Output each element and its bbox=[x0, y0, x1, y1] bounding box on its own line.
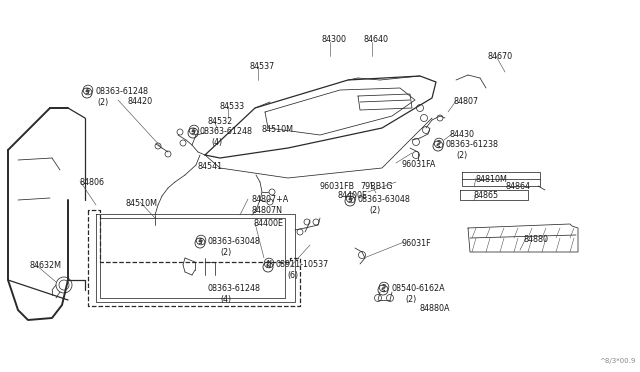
Text: 84810M: 84810M bbox=[475, 175, 507, 184]
Text: (2): (2) bbox=[369, 206, 380, 215]
Text: 84532: 84532 bbox=[208, 117, 233, 126]
Text: S: S bbox=[191, 131, 195, 135]
Text: 08540-6162A: 08540-6162A bbox=[392, 284, 445, 293]
Text: (2): (2) bbox=[405, 295, 416, 304]
Text: 84420: 84420 bbox=[127, 97, 152, 106]
Text: (2): (2) bbox=[220, 248, 231, 257]
Text: 08911-10537: 08911-10537 bbox=[276, 260, 329, 269]
Text: 84807+A: 84807+A bbox=[252, 195, 289, 204]
Text: S: S bbox=[84, 90, 90, 96]
Text: 08363-61248: 08363-61248 bbox=[200, 127, 253, 136]
Text: N: N bbox=[266, 264, 271, 269]
Text: 84541: 84541 bbox=[198, 162, 223, 171]
Text: 84640: 84640 bbox=[363, 35, 388, 44]
Text: S: S bbox=[192, 128, 196, 132]
Text: (4): (4) bbox=[211, 138, 222, 147]
Text: 84880: 84880 bbox=[524, 235, 549, 244]
Text: 84670: 84670 bbox=[488, 52, 513, 61]
Text: 84880A: 84880A bbox=[420, 304, 451, 313]
Text: S: S bbox=[436, 144, 440, 148]
Text: 08363-63048: 08363-63048 bbox=[358, 195, 411, 204]
Text: 84510M: 84510M bbox=[262, 125, 294, 134]
Text: S: S bbox=[349, 196, 353, 201]
Text: (6): (6) bbox=[287, 271, 298, 280]
Text: 84632M: 84632M bbox=[30, 261, 62, 270]
Text: S: S bbox=[348, 199, 352, 203]
Text: 84864: 84864 bbox=[506, 182, 531, 191]
Text: S: S bbox=[382, 285, 386, 289]
Text: 96031F: 96031F bbox=[402, 239, 431, 248]
Text: 79BB1G: 79BB1G bbox=[360, 182, 392, 191]
Text: 84300: 84300 bbox=[322, 35, 347, 44]
Text: 96031FA: 96031FA bbox=[402, 160, 436, 169]
Text: 84400E: 84400E bbox=[253, 219, 283, 228]
Text: (4): (4) bbox=[220, 295, 231, 304]
Text: 96031FB: 96031FB bbox=[320, 182, 355, 191]
Text: S: S bbox=[86, 87, 90, 93]
Text: S: S bbox=[381, 288, 385, 292]
Text: 84806: 84806 bbox=[80, 178, 105, 187]
Text: 84510M: 84510M bbox=[126, 199, 158, 208]
Text: S: S bbox=[437, 141, 441, 145]
Text: 84537: 84537 bbox=[250, 62, 275, 71]
Text: 08363-61248: 08363-61248 bbox=[208, 284, 261, 293]
Text: N: N bbox=[267, 260, 271, 266]
Text: 08363-61238: 08363-61238 bbox=[446, 140, 499, 149]
Text: 84430: 84430 bbox=[450, 130, 475, 139]
Text: 84533: 84533 bbox=[220, 102, 245, 111]
Text: (2): (2) bbox=[97, 98, 108, 107]
Text: 84400E: 84400E bbox=[338, 191, 368, 200]
Text: 84865: 84865 bbox=[473, 191, 498, 200]
Text: 84807N: 84807N bbox=[252, 206, 283, 215]
Text: 08363-61248: 08363-61248 bbox=[95, 87, 148, 96]
Text: S: S bbox=[198, 241, 202, 246]
Text: (2): (2) bbox=[456, 151, 467, 160]
Text: 84807: 84807 bbox=[453, 97, 478, 106]
Text: S: S bbox=[199, 237, 203, 243]
Text: 08363-63048: 08363-63048 bbox=[208, 237, 261, 246]
Text: ^8/3*00.9: ^8/3*00.9 bbox=[600, 358, 636, 364]
